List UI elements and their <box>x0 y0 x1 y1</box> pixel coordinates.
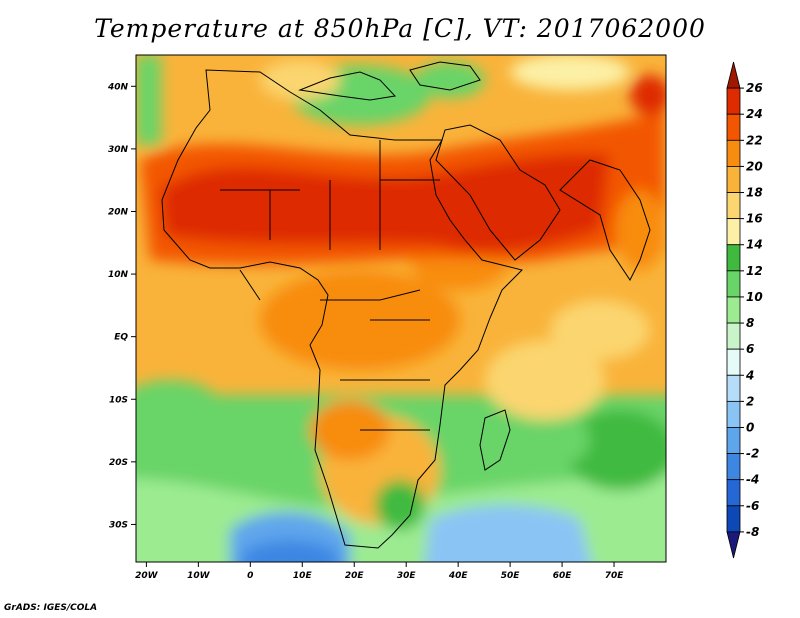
lat-tick-label: 30N <box>108 145 129 155</box>
colorbar-label: -8 <box>746 525 759 539</box>
colorbar-label: 10 <box>746 290 763 304</box>
colorbar-cell <box>726 218 741 246</box>
colorbar-label: 12 <box>746 264 763 278</box>
colorbar-cell <box>726 400 741 428</box>
colorbar-label: -6 <box>746 499 759 513</box>
colorbar-label: 22 <box>746 133 763 147</box>
lat-tick-label: 10N <box>108 270 129 280</box>
colorbar-label: -4 <box>746 473 759 487</box>
colorbar-cell <box>726 113 741 141</box>
longitude-axis: 20W 10W 0 10E 20E 30E 40E 50E 60E 70E <box>135 562 624 581</box>
lon-tick-label: 30E <box>397 571 417 581</box>
colorbar-cell <box>726 531 741 559</box>
colorbar-cell <box>726 374 741 402</box>
lat-tick-label: 40N <box>107 82 129 92</box>
colorbar-cell <box>726 244 741 272</box>
colorbar-cell <box>726 166 741 193</box>
colorbar-label: 20 <box>746 159 763 173</box>
map-frame <box>135 54 667 563</box>
lon-tick-label: 50E <box>501 571 521 581</box>
lat-tick-label: 10S <box>109 395 128 405</box>
lat-tick-label: 30S <box>109 520 128 530</box>
colorbar-cell <box>726 87 741 115</box>
colorbar-cell <box>726 505 741 533</box>
colorbar-cell <box>726 61 741 89</box>
lat-tick-label: 20N <box>108 207 129 217</box>
lon-tick-label: 10W <box>187 571 211 581</box>
colorbar-cell <box>726 192 741 220</box>
lon-tick-label: 70E <box>605 571 625 581</box>
lon-tick-label: 10E <box>293 571 313 581</box>
colorbar-label: 14 <box>746 238 763 252</box>
colorbar-label: 24 <box>746 107 763 121</box>
colorbar-cell <box>726 348 741 376</box>
colorbar-label: 8 <box>746 316 754 330</box>
colorbar-cell <box>726 479 741 507</box>
colorbar-label: 16 <box>746 212 763 226</box>
lat-tick-label: 20S <box>109 458 128 468</box>
colorbar-label: 0 <box>746 420 754 434</box>
credit-text: GrADS: IGES/COLA <box>4 603 98 613</box>
colorbar-cell <box>726 453 741 481</box>
colorbar-label: 2 <box>746 394 754 408</box>
colorbar-label: -2 <box>746 447 759 461</box>
lon-tick-label: 20W <box>135 571 159 581</box>
colorbar-label: 26 <box>746 81 763 95</box>
lat-tick-label: EQ <box>114 333 128 343</box>
lon-tick-label: 40E <box>448 571 469 581</box>
colorbar-cell <box>726 322 741 350</box>
colorbar-label: 18 <box>746 186 763 200</box>
colorbar-cell <box>726 139 741 167</box>
colorbar-cell <box>726 427 741 454</box>
colorbar-cell <box>726 270 741 298</box>
lon-tick-label: 0 <box>247 571 253 581</box>
lon-tick-label: 60E <box>553 571 573 581</box>
colorbar-label: 4 <box>745 368 754 382</box>
coastlines <box>161 61 651 549</box>
latitude-axis: 40N 30N 20N 10N EQ 10S 20S 30S <box>107 82 136 530</box>
temperature-field <box>136 55 666 562</box>
colorbar-cell <box>726 296 741 324</box>
colorbar-label: 6 <box>746 342 754 356</box>
map-title: Temperature at 850hPa [C], VT: 201706200… <box>94 14 706 43</box>
lon-tick-label: 20E <box>345 571 365 581</box>
